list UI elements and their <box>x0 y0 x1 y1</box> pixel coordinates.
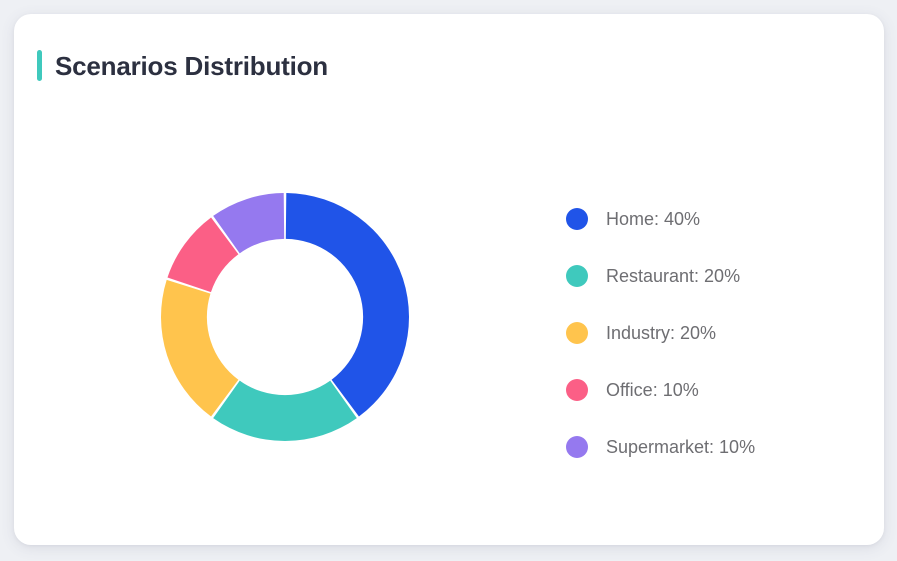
donut-slice-restaurant[interactable] <box>213 380 357 441</box>
legend-swatch-home <box>566 207 588 230</box>
legend-swatch-industry <box>566 321 588 344</box>
page-title: Scenarios Distribution <box>55 50 328 81</box>
legend-item-supermarket[interactable]: Supermarket: 10% <box>566 418 856 475</box>
card-header: Scenarios Distribution <box>37 50 328 81</box>
legend-label-restaurant: Restaurant: 20% <box>606 265 741 286</box>
donut-slice-industry[interactable] <box>161 279 239 417</box>
legend-swatch-supermarket <box>566 435 588 458</box>
legend-label-supermarket: Supermarket: 10% <box>606 436 756 457</box>
donut-chart-svg <box>161 193 409 441</box>
donut-slice-office[interactable] <box>167 217 239 293</box>
legend-label-industry: Industry: 20% <box>606 322 717 343</box>
legend-item-office[interactable]: Office: 10% <box>566 361 856 418</box>
title-accent-bar <box>37 50 42 81</box>
donut-slice-home[interactable] <box>285 193 409 417</box>
donut-chart <box>161 193 409 441</box>
donut-slice-supermarket[interactable] <box>213 193 285 254</box>
legend-swatch-restaurant <box>566 264 588 287</box>
legend-swatch-office <box>566 378 588 401</box>
legend-item-industry[interactable]: Industry: 20% <box>566 304 856 361</box>
chart-area: Home: 40% Restaurant: 20% Industry: 20% … <box>14 14 884 545</box>
legend-label-office: Office: 10% <box>606 379 699 400</box>
chart-legend: Home: 40% Restaurant: 20% Industry: 20% … <box>566 190 856 475</box>
legend-item-home[interactable]: Home: 40% <box>566 190 856 247</box>
legend-item-restaurant[interactable]: Restaurant: 20% <box>566 247 856 304</box>
scenarios-distribution-card: Scenarios Distribution Home: 40% Restaur… <box>14 14 884 545</box>
legend-label-home: Home: 40% <box>606 208 701 229</box>
